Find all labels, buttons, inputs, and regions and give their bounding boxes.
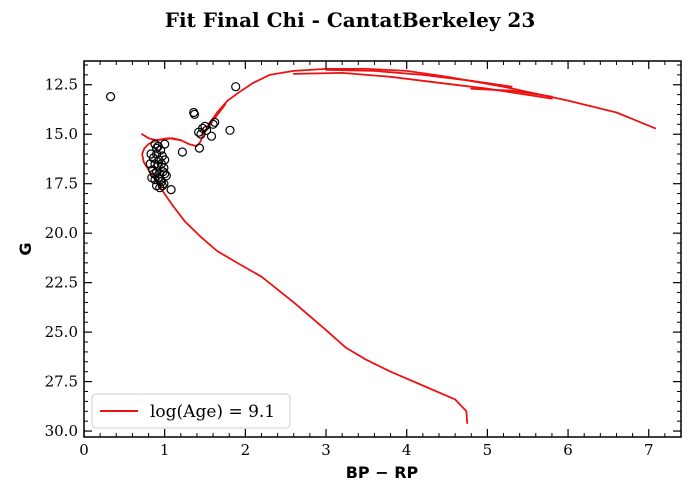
star-point-13 — [194, 143, 204, 153]
plot-frame — [83, 60, 682, 438]
star-point-42 — [166, 185, 176, 195]
x-tick-label: 2 — [241, 441, 251, 459]
star-point-43 — [149, 169, 159, 179]
isochrone-line-2 — [292, 72, 553, 100]
star-point-14 — [177, 147, 187, 157]
x-tick-label: 5 — [483, 441, 493, 459]
star-point-4 — [225, 125, 235, 135]
y-tick-label: 17.5 — [45, 175, 78, 193]
x-tick-label: 4 — [402, 441, 412, 459]
x-tick-label: 7 — [644, 441, 654, 459]
x-tick-label: 0 — [79, 441, 89, 459]
y-tick-label: 27.5 — [45, 373, 78, 391]
y-tick-label: 25.0 — [45, 323, 78, 341]
star-point-10 — [208, 119, 218, 129]
plot-area — [105, 68, 657, 424]
isochrone-line-3 — [325, 69, 513, 88]
star-point-3 — [231, 82, 241, 92]
y-tick-label: 30.0 — [45, 422, 78, 440]
legend: log(Age) = 9.1 — [91, 393, 291, 429]
x-tick-label: 3 — [321, 441, 331, 459]
star-point-44 — [145, 159, 155, 169]
x-axis-label: BP − RP — [346, 463, 419, 482]
y-tick-label: 20.0 — [45, 224, 78, 242]
isochrone-line-4 — [470, 87, 553, 98]
axis-tick-labels: 0 1 2 3 4 5 6 7 12.5 15.0 17.5 20.0 22.5 25.0 27.5 30.0 — [45, 76, 654, 459]
star-point-47 — [153, 141, 163, 151]
legend-label-isochrone: log(Age) = 9.1 — [150, 402, 275, 422]
star-point-18 — [160, 139, 170, 149]
isochrone-line-1 — [141, 133, 182, 142]
y-tick-label: 12.5 — [45, 76, 78, 94]
star-point-9 — [206, 131, 217, 141]
star-point-11 — [210, 117, 220, 127]
y-tick-label: 22.5 — [45, 274, 78, 292]
legend-box — [91, 393, 291, 429]
y-axis-label: G — [16, 242, 35, 255]
star-point-0 — [105, 91, 116, 102]
star-point-12 — [196, 129, 206, 139]
chart-title: Fit Final Chi - CantatBerkeley 23 — [165, 8, 535, 32]
star-point-41 — [157, 181, 167, 191]
y-tick-label: 15.0 — [45, 125, 78, 143]
axis-ticks — [83, 61, 682, 437]
star-point-46 — [160, 169, 170, 179]
star-point-2 — [189, 109, 200, 120]
isochrone-line-0 — [141, 68, 657, 424]
x-tick-label: 1 — [160, 441, 170, 459]
x-tick-label: 6 — [563, 441, 573, 459]
